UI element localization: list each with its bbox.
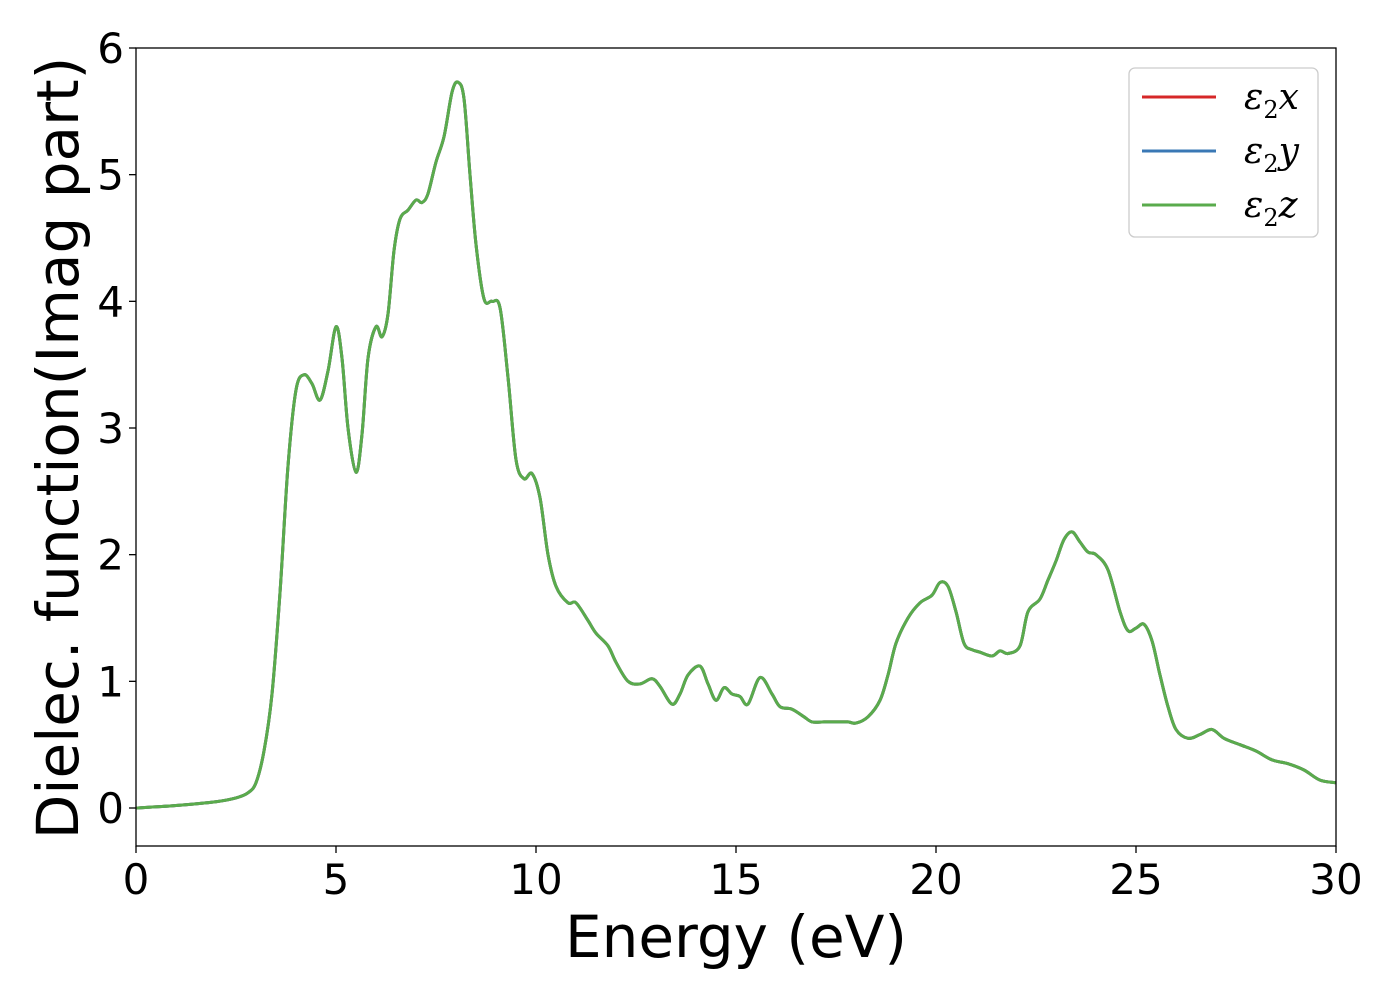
- y-tick-label: 6: [97, 24, 124, 73]
- legend-label: ε2z: [1244, 185, 1299, 232]
- legend-label: ε2y: [1244, 131, 1300, 178]
- y-tick-label: 5: [97, 151, 124, 200]
- y-tick-label: 4: [97, 277, 124, 326]
- x-tick-label: 20: [909, 855, 962, 904]
- y-axis-label: Dielec. function(Imag part): [24, 57, 92, 840]
- y-axis-ticks: 0 1 2 3 4 5 6: [97, 24, 136, 833]
- legend-label: ε2x: [1244, 77, 1299, 124]
- y-tick-label: 1: [97, 657, 124, 706]
- legend: ε2x ε2y ε2z: [1128, 67, 1319, 238]
- y-tick-label: 3: [97, 404, 124, 453]
- x-tick-label: 10: [509, 855, 562, 904]
- x-axis-ticks: 0 5 10 15 20 25 30: [123, 846, 1363, 904]
- x-tick-label: 25: [1109, 855, 1162, 904]
- x-axis-label: Energy (eV): [565, 903, 907, 971]
- x-tick-label: 5: [323, 855, 350, 904]
- legend-frame: [1128, 67, 1319, 238]
- x-tick-label: 0: [123, 855, 150, 904]
- series-line-3: [135, 80, 1337, 810]
- x-tick-label: 15: [709, 855, 762, 904]
- x-tick-label: 30: [1309, 855, 1362, 904]
- y-tick-label: 2: [97, 531, 124, 580]
- y-tick-label: 0: [97, 784, 124, 833]
- series-group: [135, 80, 1337, 810]
